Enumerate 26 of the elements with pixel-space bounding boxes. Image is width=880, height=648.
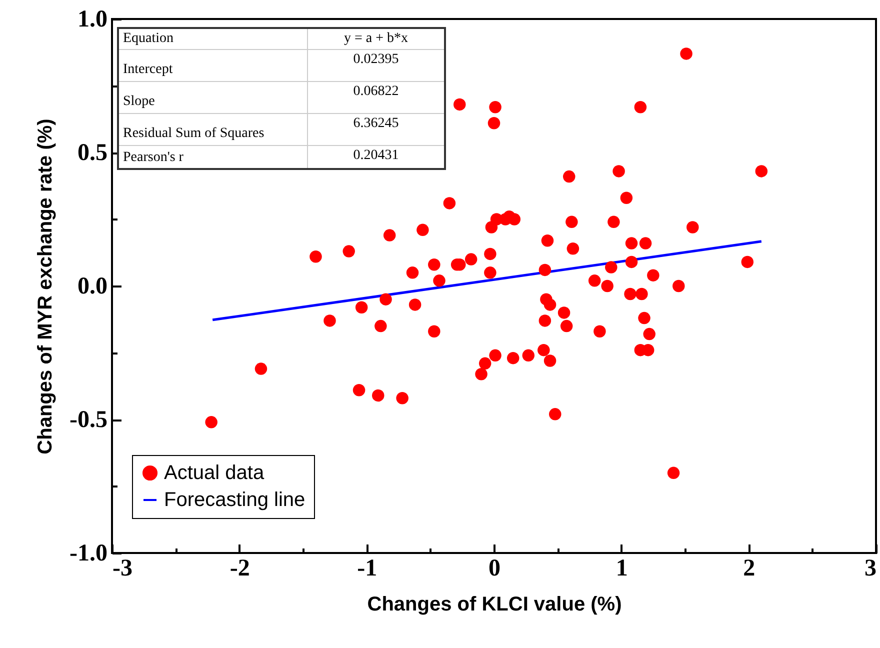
annotation: 6.36245 bbox=[308, 114, 445, 146]
annotation: Intercept bbox=[118, 50, 308, 82]
annotation: Slope bbox=[118, 82, 308, 114]
y-tick-label: 1.0 bbox=[78, 6, 108, 32]
x-tick-label: 3 bbox=[864, 556, 876, 582]
annotation: Equation bbox=[118, 28, 308, 50]
annotation: Residual Sum of Squares bbox=[118, 114, 308, 146]
legend-label: Actual data bbox=[164, 462, 265, 484]
x-tick-label: -2 bbox=[230, 556, 250, 582]
legend-label: Forecasting line bbox=[164, 489, 306, 511]
annotation: 0.20431 bbox=[308, 146, 445, 169]
y-axis-title: Changes of MYR exchange rate (%) bbox=[34, 118, 57, 454]
annotation: y = a + b*x bbox=[308, 28, 445, 50]
y-tick-label: 0.0 bbox=[78, 274, 108, 300]
x-tick-label: -1 bbox=[357, 556, 378, 582]
x-axis-title: Changes of KLCI value (%) bbox=[367, 594, 622, 616]
x-tick-label: 1 bbox=[616, 556, 628, 582]
y-tick-label: -1.0 bbox=[70, 540, 108, 566]
annotation: 0.06822 bbox=[308, 82, 445, 114]
x-tick-label: -3 bbox=[112, 556, 132, 582]
y-tick-label: -0.5 bbox=[70, 407, 108, 433]
x-tick-label: 0 bbox=[488, 556, 500, 582]
annotation: Pearson's r bbox=[118, 146, 308, 169]
annotation: 0.02395 bbox=[308, 50, 445, 82]
x-tick-label: 2 bbox=[743, 556, 756, 582]
y-tick-label: 0.5 bbox=[78, 140, 108, 166]
